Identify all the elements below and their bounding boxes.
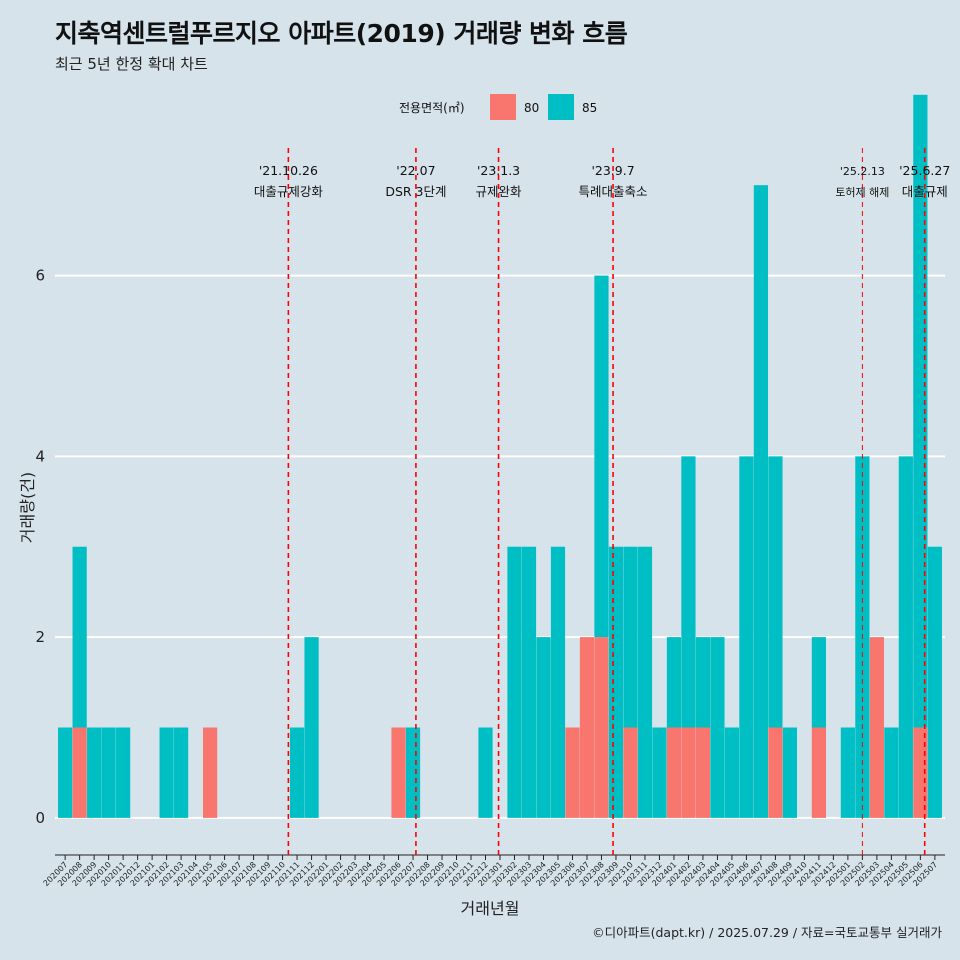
bar-85 bbox=[550, 546, 566, 818]
bar-85 bbox=[724, 727, 740, 818]
bar-85 bbox=[811, 637, 826, 728]
bar-85 bbox=[159, 727, 174, 818]
bar-80 bbox=[72, 727, 87, 818]
bar-85 bbox=[753, 185, 769, 818]
y-tick-label: 6 bbox=[35, 267, 45, 285]
bar-85 bbox=[536, 637, 551, 818]
bar-80 bbox=[913, 727, 928, 818]
bar-85 bbox=[405, 727, 421, 818]
bar-85 bbox=[174, 727, 189, 818]
bar-85 bbox=[739, 456, 754, 818]
bar-80 bbox=[202, 727, 218, 818]
bar-85 bbox=[72, 546, 87, 728]
bar-85 bbox=[87, 727, 102, 818]
legend-label-85: 85 bbox=[582, 101, 597, 115]
y-tick-label: 2 bbox=[35, 628, 45, 646]
bar-85 bbox=[927, 546, 942, 818]
legend-title: 전용면적(㎡) bbox=[399, 101, 465, 115]
bar-85 bbox=[608, 546, 624, 818]
bar-85 bbox=[768, 456, 783, 728]
event-date: '23.1.3 bbox=[477, 163, 520, 178]
event-label: DSR 3단계 bbox=[385, 184, 446, 199]
bar-85 bbox=[594, 275, 609, 638]
y-tick-label: 0 bbox=[35, 809, 45, 827]
bar-85 bbox=[652, 727, 667, 818]
bar-85 bbox=[304, 637, 319, 818]
y-axis-title: 거래량(건) bbox=[18, 472, 37, 543]
event-label: 대출규제 bbox=[902, 184, 948, 199]
x-axis-title: 거래년월 bbox=[461, 899, 520, 918]
bar-80 bbox=[579, 637, 595, 818]
bar-80 bbox=[869, 637, 884, 818]
bar-85 bbox=[478, 727, 493, 818]
event-date: '25.6.27 bbox=[899, 163, 950, 178]
bar-85 bbox=[913, 94, 928, 728]
bar-85 bbox=[681, 456, 696, 728]
event-date: '21.10.26 bbox=[259, 163, 318, 178]
legend-swatch-80 bbox=[490, 94, 516, 120]
bar-80 bbox=[565, 727, 580, 818]
bar-85 bbox=[101, 727, 116, 818]
event-date: '23.9.7 bbox=[591, 163, 634, 178]
legend-swatch-85 bbox=[548, 94, 574, 120]
y-tick-label: 4 bbox=[35, 447, 45, 465]
bar-85 bbox=[116, 727, 131, 818]
bar-85 bbox=[637, 546, 653, 818]
chart-title: 지축역센트럴푸르지오 아파트(2019) 거래량 변화 흐름 bbox=[55, 19, 628, 48]
bar-80 bbox=[811, 727, 826, 818]
bar-85 bbox=[695, 637, 711, 728]
event-date: '22.07 bbox=[396, 163, 435, 178]
bar-85 bbox=[58, 727, 73, 818]
event-label: 특례대출축소 bbox=[579, 184, 648, 199]
bar-85 bbox=[623, 546, 638, 728]
bar-85 bbox=[507, 546, 522, 818]
event-label: 규제완화 bbox=[476, 184, 523, 199]
bar-80 bbox=[768, 727, 783, 818]
bar-80 bbox=[666, 727, 682, 818]
bar-80 bbox=[695, 727, 711, 818]
bar-80 bbox=[391, 727, 406, 818]
legend-label-80: 80 bbox=[524, 101, 539, 115]
bar-85 bbox=[840, 727, 855, 818]
bar-85 bbox=[884, 727, 899, 818]
bar-85 bbox=[782, 727, 798, 818]
bar-85 bbox=[521, 546, 537, 818]
event-label: 대출규제강화 bbox=[254, 184, 324, 199]
source-caption: ©디아파트(dapt.kr) / 2025.07.29 / 자료=국토교통부 실… bbox=[592, 925, 942, 940]
chart-subtitle: 최근 5년 한정 확대 차트 bbox=[55, 55, 208, 73]
bar-80 bbox=[594, 637, 609, 818]
event-label: 토허제 해제 bbox=[835, 185, 889, 199]
bar-80 bbox=[623, 727, 638, 818]
bar-85 bbox=[710, 637, 725, 818]
bar-80 bbox=[681, 727, 696, 818]
bar-85 bbox=[666, 637, 682, 728]
event-date: '25.2.13 bbox=[840, 165, 885, 178]
bar-85 bbox=[289, 727, 305, 818]
bar-85 bbox=[898, 456, 913, 818]
